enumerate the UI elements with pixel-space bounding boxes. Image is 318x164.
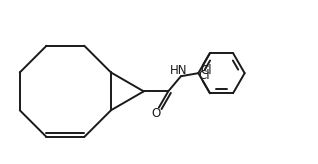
Text: O: O — [152, 107, 161, 120]
Text: Cl: Cl — [199, 69, 210, 82]
Text: Cl: Cl — [200, 64, 212, 77]
Text: HN: HN — [170, 64, 187, 77]
